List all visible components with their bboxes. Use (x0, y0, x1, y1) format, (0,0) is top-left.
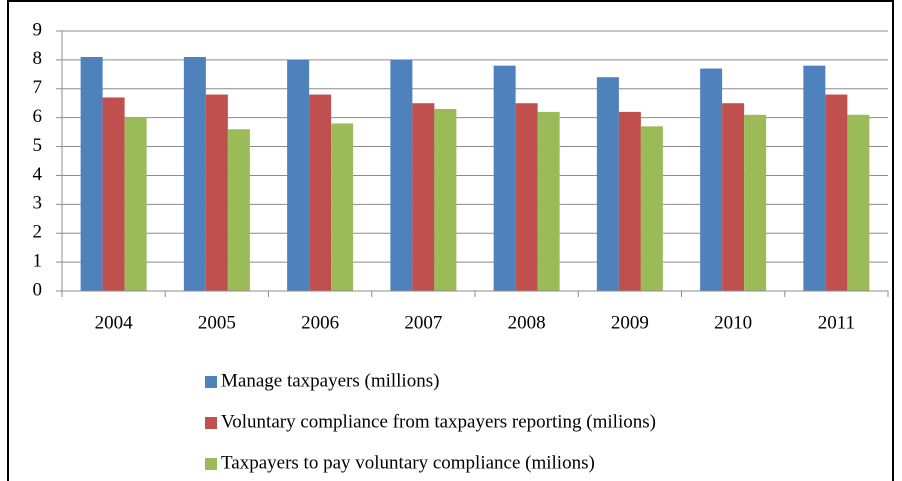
x-tick-label: 2004 (95, 312, 134, 333)
legend-label: Manage taxpayers (millions) (221, 370, 439, 391)
x-tick-label: 2010 (714, 312, 752, 333)
y-tick-label: 0 (33, 279, 43, 300)
bar (80, 57, 103, 291)
bar (205, 94, 228, 291)
bar (287, 59, 310, 292)
y-tick-label: 7 (33, 77, 43, 98)
x-tick-label: 2011 (818, 312, 855, 333)
legend-label: Taxpayers to pay voluntary compliance (m… (221, 452, 595, 473)
bar (309, 94, 332, 291)
bar (596, 77, 619, 291)
legend-swatch (205, 417, 217, 429)
x-tick-label: 2007 (404, 312, 442, 333)
bar (124, 117, 147, 292)
bar (515, 103, 538, 291)
bar (700, 68, 723, 291)
y-tick-label: 6 (33, 106, 43, 127)
bar (825, 94, 848, 291)
bar (102, 97, 125, 291)
y-tick-label: 4 (33, 164, 43, 185)
y-tick-label: 8 (33, 48, 43, 69)
bar (493, 65, 516, 292)
bar (803, 65, 826, 292)
x-tick-label: 2006 (301, 312, 339, 333)
y-tick-label: 5 (33, 135, 43, 156)
bar (722, 103, 745, 291)
y-tick-label: 1 (33, 250, 43, 271)
bar (227, 129, 250, 291)
bar (390, 59, 413, 292)
bar (847, 114, 870, 292)
x-tick-label: 2005 (198, 312, 236, 333)
bar (434, 109, 457, 291)
bar (183, 57, 206, 291)
legend-swatch (205, 376, 217, 388)
bar (640, 126, 663, 291)
x-tick-label: 2008 (508, 312, 546, 333)
legend-label: Voluntary compliance from taxpayers repo… (221, 411, 656, 432)
bar (331, 123, 354, 291)
bar (618, 111, 641, 291)
y-tick-label: 3 (33, 193, 43, 214)
y-tick-label: 2 (33, 222, 43, 243)
bar (744, 114, 767, 292)
bar (537, 111, 560, 291)
x-tick-label: 2009 (611, 312, 649, 333)
y-tick-label: 9 (33, 19, 43, 40)
legend-swatch (205, 458, 217, 470)
bar (412, 103, 435, 291)
